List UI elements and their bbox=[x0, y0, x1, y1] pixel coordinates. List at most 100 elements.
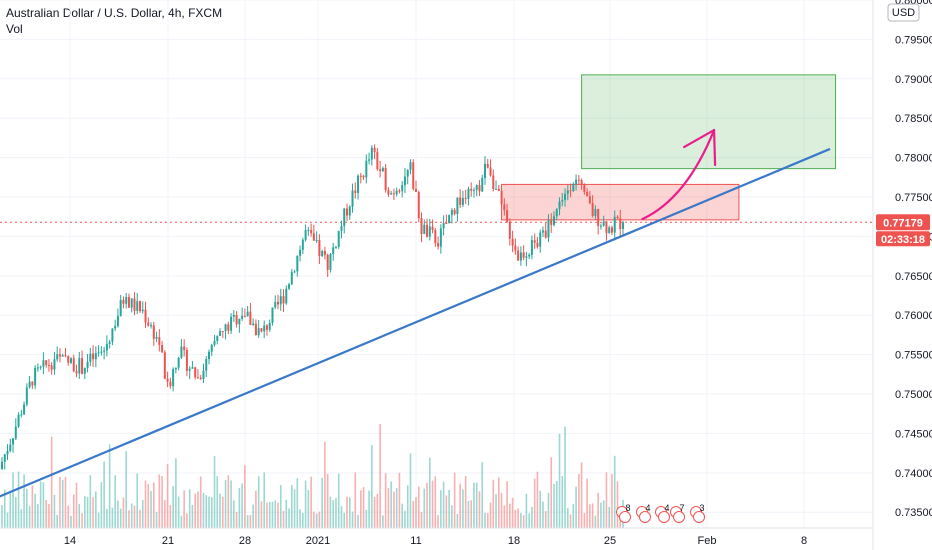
candle-body bbox=[586, 192, 589, 197]
candle-body bbox=[553, 216, 555, 225]
time-axis[interactable]: 14 21 28 2021 11 18 25 Feb 8 bbox=[64, 535, 807, 547]
volume-bar bbox=[340, 506, 343, 528]
volume-bar bbox=[119, 508, 122, 528]
volume-bar bbox=[310, 476, 312, 528]
candle-body bbox=[282, 296, 285, 304]
candle-body bbox=[111, 328, 114, 342]
volume-bar bbox=[244, 465, 246, 528]
candle-body bbox=[263, 325, 266, 332]
candle-body bbox=[569, 190, 572, 192]
candle-body bbox=[415, 189, 417, 192]
volume-bar bbox=[616, 481, 619, 528]
candle-body bbox=[92, 353, 95, 360]
volume-indicator-label[interactable]: Vol bbox=[6, 22, 23, 36]
candle-body bbox=[188, 368, 191, 371]
volume-bar bbox=[235, 511, 238, 528]
candlesticks bbox=[1, 144, 624, 470]
candle-body bbox=[288, 284, 291, 289]
volume-bar bbox=[321, 477, 323, 528]
drawing-zones[interactable] bbox=[501, 74, 837, 221]
volume-bar bbox=[238, 487, 241, 528]
candle-body bbox=[216, 335, 219, 341]
volume-bar bbox=[92, 497, 94, 528]
candle-body bbox=[461, 198, 464, 205]
currency-label[interactable]: USD bbox=[887, 3, 920, 22]
candle-body bbox=[285, 288, 288, 304]
price-tick-label: 0.76500 bbox=[895, 271, 932, 283]
volume-bar bbox=[434, 476, 437, 528]
volume-bar bbox=[299, 509, 301, 528]
price-axis[interactable]: 0.800000.795000.790000.785000.780000.775… bbox=[895, 0, 932, 519]
volume-bar bbox=[224, 480, 227, 528]
candle-body bbox=[75, 371, 78, 374]
volume-bar bbox=[307, 490, 310, 528]
volume-bar bbox=[387, 488, 390, 528]
candle-body bbox=[290, 272, 293, 285]
volume-bar bbox=[42, 482, 45, 528]
candle-body bbox=[191, 367, 194, 369]
volume-bar bbox=[337, 473, 340, 528]
volume-bar bbox=[260, 501, 263, 528]
volume-bar bbox=[423, 488, 426, 528]
time-tick-label: 21 bbox=[162, 535, 174, 547]
volume-bar bbox=[222, 496, 224, 528]
candle-body bbox=[230, 316, 233, 331]
volume-bar bbox=[613, 455, 616, 528]
volume-bar bbox=[249, 514, 252, 528]
candle-body bbox=[558, 201, 561, 210]
volume-bar bbox=[401, 503, 403, 528]
volume-bar bbox=[9, 490, 12, 528]
volume-bar bbox=[464, 475, 467, 528]
candle-body bbox=[36, 367, 39, 369]
candle-body bbox=[381, 167, 384, 172]
volume-bar bbox=[293, 489, 296, 528]
candle-body bbox=[478, 185, 481, 192]
volume-bar bbox=[191, 504, 194, 528]
drawing-tools[interactable] bbox=[0, 128, 831, 501]
volume-bar bbox=[117, 500, 119, 528]
volume-bar bbox=[64, 476, 67, 528]
volume-bar bbox=[313, 511, 315, 528]
volume-bar bbox=[594, 515, 597, 528]
candle-body bbox=[227, 324, 230, 331]
volume-bar bbox=[61, 480, 64, 528]
volume-bar bbox=[542, 501, 544, 528]
volume-bar bbox=[111, 507, 114, 528]
candle-body bbox=[541, 230, 544, 233]
candle-body bbox=[20, 414, 23, 416]
candle-body bbox=[224, 324, 227, 332]
volume-bar bbox=[473, 482, 475, 528]
candle-body bbox=[528, 254, 531, 257]
candle-body bbox=[594, 209, 597, 216]
candle-body bbox=[64, 355, 67, 357]
time-tick-label: 28 bbox=[239, 535, 251, 547]
candle-body bbox=[235, 315, 238, 325]
candle-body bbox=[326, 254, 329, 270]
volume-bar bbox=[268, 501, 271, 528]
volume-bar bbox=[199, 476, 202, 528]
candle-body bbox=[58, 354, 61, 357]
candle-body bbox=[489, 167, 492, 176]
candle-body bbox=[268, 322, 271, 330]
volume-bar bbox=[608, 506, 610, 528]
volume-bar bbox=[213, 456, 216, 528]
event-flag-icon bbox=[639, 511, 651, 523]
candle-body bbox=[219, 331, 222, 336]
volume-bar bbox=[561, 476, 564, 528]
volume-bar bbox=[503, 505, 506, 528]
candle-body bbox=[564, 193, 567, 200]
volume-bar bbox=[467, 501, 470, 528]
event-count-label: 7 bbox=[679, 503, 684, 513]
volume-bar bbox=[34, 493, 36, 528]
volume-bar bbox=[139, 509, 141, 528]
event-flag-icon bbox=[693, 511, 705, 523]
volume-bar bbox=[230, 480, 232, 528]
time-tick-label: 18 bbox=[508, 535, 520, 547]
volume-bar bbox=[194, 493, 196, 528]
volume-bar bbox=[15, 497, 17, 528]
volume-bar bbox=[183, 490, 185, 528]
candle-body bbox=[481, 177, 484, 192]
candle-body bbox=[114, 326, 117, 329]
